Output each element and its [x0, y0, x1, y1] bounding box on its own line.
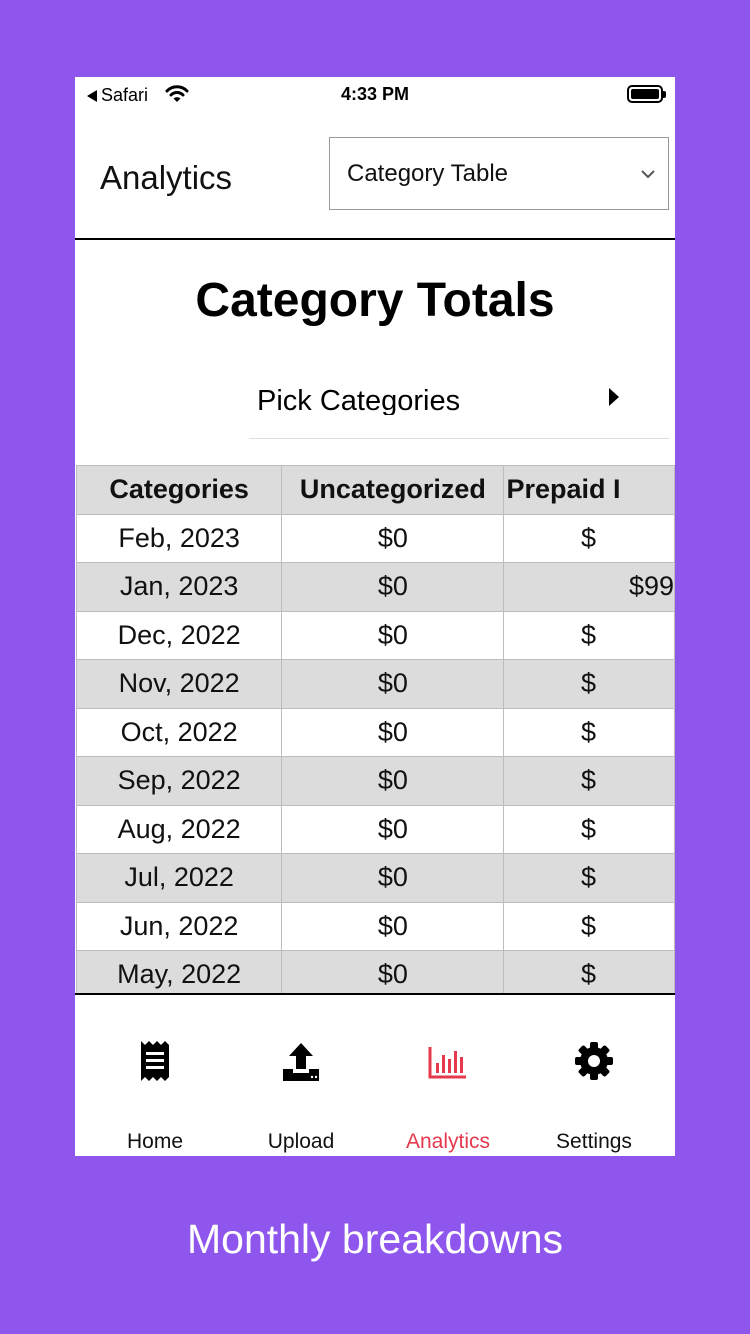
battery-icon — [627, 85, 666, 103]
chevron-down-icon — [641, 170, 655, 179]
bar-chart-icon — [428, 1047, 466, 1079]
disclosure-arrow-icon — [609, 388, 619, 406]
tab-settings[interactable]: Settings — [519, 997, 669, 1156]
tab-bar: Home Upload Analytics — [75, 997, 675, 1156]
table-row: Oct, 2022 $0 $ — [75, 707, 675, 757]
table-row: Sep, 2022 $0 $ — [75, 756, 675, 806]
header-title: Analytics — [100, 159, 233, 196]
category-table: Categories Uncategorized Prepaid I Feb, … — [75, 465, 675, 993]
table-row: Dec, 2022 $0 $ — [75, 610, 675, 660]
tab-label: Settings — [556, 1130, 632, 1153]
upload-icon — [283, 1043, 319, 1081]
uncategorized-cell: $0 — [281, 610, 505, 660]
uncategorized-cell: $0 — [281, 901, 505, 951]
page-title: Category Totals — [195, 274, 555, 327]
tab-home[interactable]: Home — [80, 997, 230, 1156]
uncategorized-cell: $0 — [281, 853, 505, 903]
column-header: Uncategorized — [281, 465, 505, 515]
tab-label: Analytics — [405, 1130, 491, 1153]
receipt-icon — [141, 1041, 169, 1081]
table-row: May, 2022 $0 $ — [75, 950, 675, 993]
pick-categories-row[interactable]: Pick Categories — [249, 377, 669, 439]
uncategorized-cell: $0 — [281, 707, 505, 757]
uncategorized-cell: $0 — [281, 950, 505, 993]
table-row: Feb, 2023 $0 $ — [75, 513, 675, 563]
month-cell: Dec, 2022 — [75, 610, 283, 660]
prepaid-cell: $ — [503, 707, 675, 757]
month-cell: Oct, 2022 — [75, 707, 283, 757]
tab-label: Home — [126, 1130, 184, 1153]
gear-icon — [575, 1042, 613, 1080]
uncategorized-cell: $0 — [281, 562, 505, 612]
view-select-value: Category Table — [347, 160, 508, 187]
status-time: 4:33 PM — [340, 84, 410, 104]
uncategorized-cell: $0 — [281, 756, 505, 806]
column-header: Prepaid I — [503, 465, 675, 515]
uncategorized-cell: $0 — [281, 804, 505, 854]
table-header-row: Categories Uncategorized Prepaid I — [75, 465, 675, 515]
table-row: Jun, 2022 $0 $ — [75, 901, 675, 951]
tab-analytics[interactable]: Analytics — [373, 997, 523, 1156]
table-row: Nov, 2022 $0 $ — [75, 659, 675, 709]
uncategorized-cell: $0 — [281, 513, 505, 563]
header-divider — [75, 238, 675, 240]
month-cell: Nov, 2022 — [75, 659, 283, 709]
prepaid-cell: $ — [503, 659, 675, 709]
month-cell: Jan, 2023 — [75, 562, 283, 612]
back-to-app[interactable]: Safari — [87, 85, 148, 106]
tab-label: Upload — [267, 1130, 335, 1153]
back-arrow-icon — [87, 89, 97, 102]
prepaid-cell: $ — [503, 804, 675, 854]
column-header: Categories — [75, 465, 283, 515]
marketing-caption: Monthly breakdowns — [186, 1216, 564, 1262]
month-cell: Jun, 2022 — [75, 901, 283, 951]
uncategorized-cell: $0 — [281, 659, 505, 709]
month-cell: Feb, 2023 — [75, 513, 283, 563]
month-cell: Jul, 2022 — [75, 853, 283, 903]
prepaid-cell: $ — [503, 901, 675, 951]
month-cell: Aug, 2022 — [75, 804, 283, 854]
table-row: Jul, 2022 $0 $ — [75, 853, 675, 903]
phone-screen: Safari 4:33 PM Analytics Category Table … — [75, 77, 675, 1156]
pick-categories-label: Pick Categories — [257, 385, 461, 415]
view-select[interactable]: Category Table — [329, 137, 669, 210]
prepaid-cell: $99 — [503, 562, 675, 612]
month-cell: May, 2022 — [75, 950, 283, 993]
back-app-label: Safari — [101, 85, 149, 105]
prepaid-cell: $ — [503, 513, 675, 563]
prepaid-cell: $ — [503, 853, 675, 903]
prepaid-cell: $ — [503, 610, 675, 660]
wifi-icon — [165, 85, 189, 102]
tab-upload[interactable]: Upload — [226, 997, 376, 1156]
table-row: Aug, 2022 $0 $ — [75, 804, 675, 854]
prepaid-cell: $ — [503, 756, 675, 806]
status-bar: Safari 4:33 PM — [75, 77, 675, 113]
category-table-scroll[interactable]: Categories Uncategorized Prepaid I Feb, … — [75, 465, 675, 995]
month-cell: Sep, 2022 — [75, 756, 283, 806]
prepaid-cell: $ — [503, 950, 675, 993]
table-row: Jan, 2023 $0 $99 — [75, 562, 675, 612]
